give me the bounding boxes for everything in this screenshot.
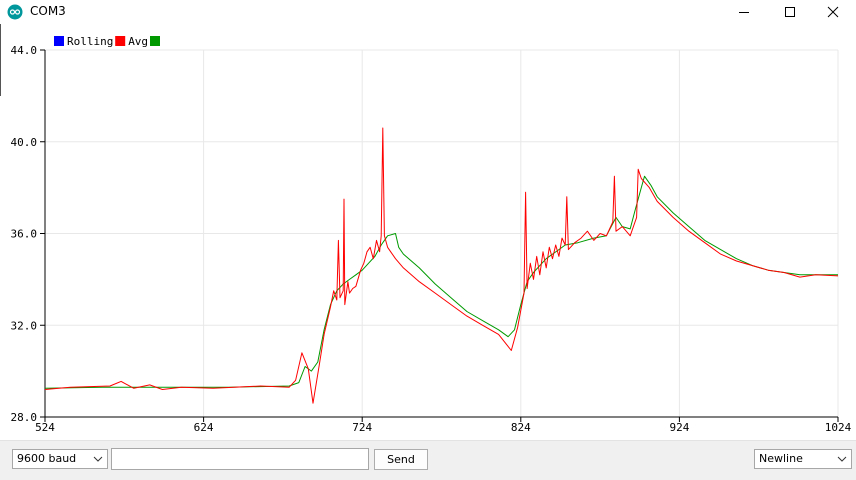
legend-swatch-red — [115, 36, 126, 46]
series-line-unnamed — [44, 175, 838, 389]
baud-rate-select[interactable]: 9600 baud — [12, 449, 108, 469]
line-ending-value: Newline — [759, 452, 803, 465]
x-tick-label: 824 — [511, 421, 531, 434]
close-icon — [827, 6, 839, 18]
x-tick-label: 624 — [194, 421, 214, 434]
y-tick-label: 36.0 — [11, 228, 38, 241]
legend-swatch-blue — [54, 36, 64, 46]
line-ending-select[interactable]: Newline — [754, 449, 852, 469]
x-tick-label: 524 — [35, 421, 55, 434]
y-tick-label: 28.0 — [11, 411, 38, 424]
maximize-icon — [785, 7, 795, 17]
chart-grid — [44, 49, 839, 418]
serial-message-input[interactable] — [111, 448, 369, 470]
legend-label: Rolling — [67, 35, 113, 48]
arduino-logo-icon — [7, 4, 23, 20]
title-bar: COM3 — [0, 0, 856, 24]
window-title: COM3 — [30, 4, 66, 18]
x-tick-label: 724 — [352, 421, 372, 434]
y-tick-label: 40.0 — [11, 136, 38, 149]
chevron-down-icon — [837, 450, 847, 468]
serial-plotter-chart: 524 624 724 824 924 102444.040.036.032.028.0 … — [11, 35, 852, 434]
chart-legend: Rolling Avg — [54, 35, 160, 48]
legend-label: Avg — [128, 35, 148, 48]
minimize-icon — [739, 12, 749, 13]
send-button[interactable]: Send — [374, 449, 428, 470]
close-button[interactable] — [810, 0, 856, 24]
chart-series — [44, 127, 839, 404]
legend-swatch-green — [150, 36, 160, 46]
y-tick-label: 44.0 — [11, 44, 38, 57]
series-line-avg — [44, 127, 839, 404]
y-tick-label: 32.0 — [11, 319, 38, 332]
serial-controls-bar: 9600 baud Send Newline — [0, 440, 856, 480]
chevron-down-icon — [93, 450, 103, 468]
baud-rate-value: 9600 baud — [17, 452, 77, 465]
minimize-button[interactable] — [721, 0, 767, 24]
window-edge — [0, 24, 1, 96]
x-tick-label: 924 — [669, 421, 689, 434]
x-tick-label: 1024 — [825, 421, 852, 434]
maximize-button[interactable] — [767, 0, 813, 24]
chart-axes: 524 624 724 824 924 1024 44.0 40.0 36.0 32.0 28.0 — [11, 44, 852, 434]
